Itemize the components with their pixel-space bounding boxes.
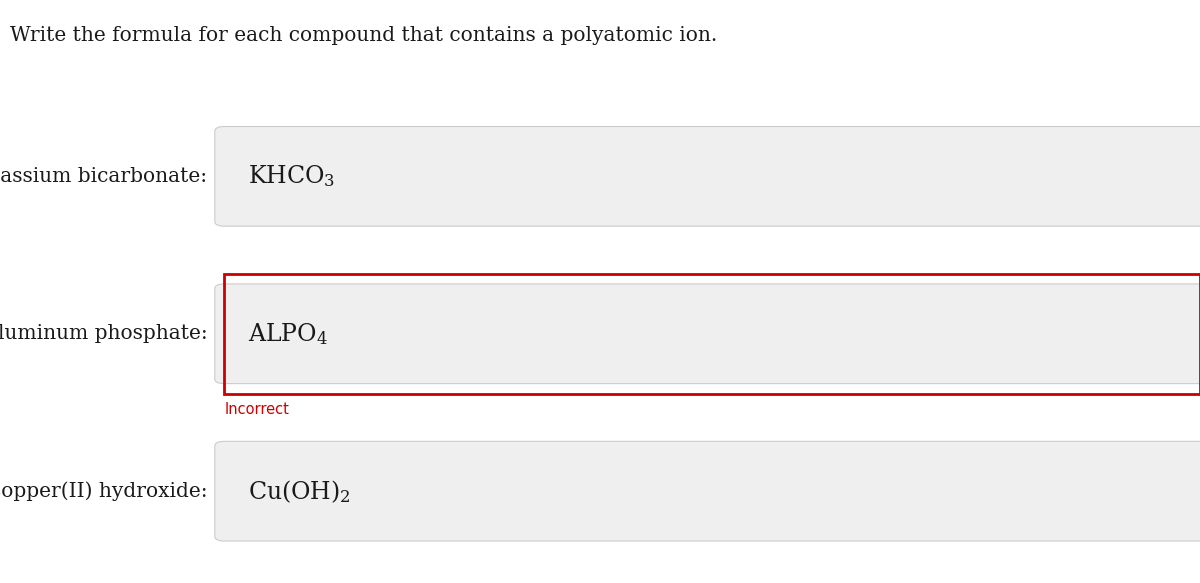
Text: Write the formula for each compound that contains a polyatomic ion.: Write the formula for each compound that… (10, 26, 716, 45)
Text: $\mathregular{ALPO_4}$: $\mathregular{ALPO_4}$ (248, 321, 329, 347)
FancyBboxPatch shape (215, 284, 1200, 384)
Text: $\mathregular{KHCO_3}$: $\mathregular{KHCO_3}$ (248, 163, 336, 189)
FancyBboxPatch shape (215, 441, 1200, 541)
FancyBboxPatch shape (215, 127, 1200, 226)
Text: aluminum phosphate:: aluminum phosphate: (0, 324, 208, 343)
Text: copper(II) hydroxide:: copper(II) hydroxide: (0, 482, 208, 501)
Bar (224, 274, 1200, 394)
Text: $\mathregular{Cu(OH)_2}$: $\mathregular{Cu(OH)_2}$ (248, 478, 352, 504)
Text: potassium bicarbonate:: potassium bicarbonate: (0, 167, 208, 186)
Text: Incorrect: Incorrect (224, 402, 289, 417)
